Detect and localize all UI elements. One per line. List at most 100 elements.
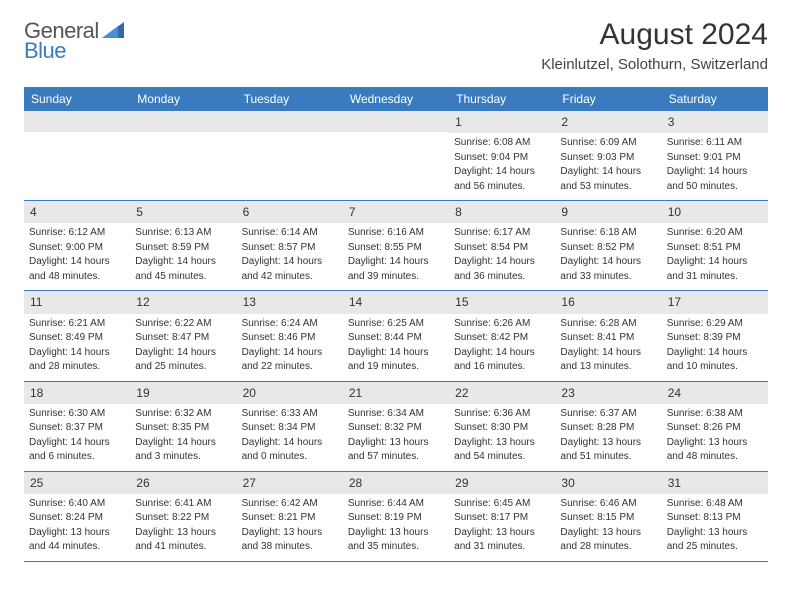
weekday-label: Friday (555, 87, 661, 111)
day-info-line: and 48 minutes. (667, 450, 763, 464)
day-info-line: Sunset: 8:13 PM (667, 511, 763, 525)
day-cell: 3Sunrise: 6:11 AMSunset: 9:01 PMDaylight… (662, 111, 768, 200)
day-number: 23 (555, 382, 661, 404)
day-info-line: Sunrise: 6:28 AM (560, 317, 656, 331)
day-info-line: Sunrise: 6:33 AM (242, 407, 338, 421)
day-cell: 13Sunrise: 6:24 AMSunset: 8:46 PMDayligh… (237, 291, 343, 380)
day-number: 25 (24, 472, 130, 494)
weekday-label: Thursday (449, 87, 555, 111)
day-info-line: and 36 minutes. (454, 270, 550, 284)
day-info-line: Sunset: 8:46 PM (242, 331, 338, 345)
day-info-line: Sunset: 8:35 PM (135, 421, 231, 435)
day-info-line: and 16 minutes. (454, 360, 550, 374)
day-number: 7 (343, 201, 449, 223)
day-info-line: and 28 minutes. (560, 540, 656, 554)
day-info-line: and 44 minutes. (29, 540, 125, 554)
day-number: 15 (449, 291, 555, 313)
day-cell: 22Sunrise: 6:36 AMSunset: 8:30 PMDayligh… (449, 382, 555, 471)
day-info-line: Sunset: 8:17 PM (454, 511, 550, 525)
day-info-line: Sunset: 8:44 PM (348, 331, 444, 345)
day-info-line: Sunset: 8:51 PM (667, 241, 763, 255)
day-info-line: Daylight: 14 hours (454, 346, 550, 360)
day-info-line: and 53 minutes. (560, 180, 656, 194)
day-info-line: and 48 minutes. (29, 270, 125, 284)
day-number: 13 (237, 291, 343, 313)
day-number: 22 (449, 382, 555, 404)
day-info-line: and 25 minutes. (135, 360, 231, 374)
day-number: 3 (662, 111, 768, 133)
day-info-line: Sunrise: 6:42 AM (242, 497, 338, 511)
day-info-line: Daylight: 14 hours (560, 255, 656, 269)
day-info-line: Daylight: 13 hours (348, 526, 444, 540)
day-number: 2 (555, 111, 661, 133)
day-cell: 30Sunrise: 6:46 AMSunset: 8:15 PMDayligh… (555, 472, 661, 561)
day-info-line: and 57 minutes. (348, 450, 444, 464)
day-info-line: Sunset: 8:22 PM (135, 511, 231, 525)
day-cell: 23Sunrise: 6:37 AMSunset: 8:28 PMDayligh… (555, 382, 661, 471)
week-row: 1Sunrise: 6:08 AMSunset: 9:04 PMDaylight… (24, 111, 768, 201)
day-cell: 21Sunrise: 6:34 AMSunset: 8:32 PMDayligh… (343, 382, 449, 471)
day-info-line: and 28 minutes. (29, 360, 125, 374)
day-info-line: Sunrise: 6:44 AM (348, 497, 444, 511)
week-row: 4Sunrise: 6:12 AMSunset: 9:00 PMDaylight… (24, 201, 768, 291)
day-info-line: and 56 minutes. (454, 180, 550, 194)
day-number: 20 (237, 382, 343, 404)
day-info-line: Sunrise: 6:30 AM (29, 407, 125, 421)
logo-triangle-icon (102, 22, 124, 43)
day-info-line: Sunset: 8:39 PM (667, 331, 763, 345)
day-info-line: Daylight: 14 hours (29, 346, 125, 360)
day-info-line: and 10 minutes. (667, 360, 763, 374)
day-info-line: Sunrise: 6:20 AM (667, 226, 763, 240)
day-info-line: Sunrise: 6:11 AM (667, 136, 763, 150)
day-number: 17 (662, 291, 768, 313)
day-number: 10 (662, 201, 768, 223)
day-cell: 19Sunrise: 6:32 AMSunset: 8:35 PMDayligh… (130, 382, 236, 471)
day-number: 8 (449, 201, 555, 223)
day-cell: 9Sunrise: 6:18 AMSunset: 8:52 PMDaylight… (555, 201, 661, 290)
day-info-line: Sunrise: 6:25 AM (348, 317, 444, 331)
day-info-line: Sunrise: 6:26 AM (454, 317, 550, 331)
day-info-line: Sunrise: 6:22 AM (135, 317, 231, 331)
day-info-line: Sunset: 8:57 PM (242, 241, 338, 255)
calendar: SundayMondayTuesdayWednesdayThursdayFrid… (24, 87, 768, 562)
day-cell: 11Sunrise: 6:21 AMSunset: 8:49 PMDayligh… (24, 291, 130, 380)
day-info-line: Daylight: 13 hours (667, 436, 763, 450)
day-info-line: Sunset: 8:37 PM (29, 421, 125, 435)
day-number: 1 (449, 111, 555, 133)
day-info-line: and 54 minutes. (454, 450, 550, 464)
day-number: 14 (343, 291, 449, 313)
day-info-line: Sunset: 8:21 PM (242, 511, 338, 525)
day-info-line: Daylight: 14 hours (242, 436, 338, 450)
day-info-line: Daylight: 13 hours (560, 436, 656, 450)
day-info-line: Sunset: 8:26 PM (667, 421, 763, 435)
day-cell (24, 111, 130, 200)
day-cell (237, 111, 343, 200)
day-number: 5 (130, 201, 236, 223)
day-cell: 16Sunrise: 6:28 AMSunset: 8:41 PMDayligh… (555, 291, 661, 380)
day-info-line: Daylight: 13 hours (454, 436, 550, 450)
calendar-body: 1Sunrise: 6:08 AMSunset: 9:04 PMDaylight… (24, 111, 768, 562)
day-info-line: Sunrise: 6:08 AM (454, 136, 550, 150)
day-cell: 14Sunrise: 6:25 AMSunset: 8:44 PMDayligh… (343, 291, 449, 380)
day-number: 6 (237, 201, 343, 223)
day-number: 24 (662, 382, 768, 404)
logo: General Blue (24, 18, 124, 64)
month-title: August 2024 (541, 18, 768, 52)
title-block: August 2024 Kleinlutzel, Solothurn, Swit… (541, 18, 768, 73)
day-info-line: and 35 minutes. (348, 540, 444, 554)
weekday-label: Wednesday (343, 87, 449, 111)
weekday-label: Saturday (662, 87, 768, 111)
day-info-line: and 6 minutes. (29, 450, 125, 464)
day-cell: 8Sunrise: 6:17 AMSunset: 8:54 PMDaylight… (449, 201, 555, 290)
day-info-line: Sunrise: 6:36 AM (454, 407, 550, 421)
day-cell: 6Sunrise: 6:14 AMSunset: 8:57 PMDaylight… (237, 201, 343, 290)
day-info-line: Sunset: 8:24 PM (29, 511, 125, 525)
day-cell: 1Sunrise: 6:08 AMSunset: 9:04 PMDaylight… (449, 111, 555, 200)
day-cell: 4Sunrise: 6:12 AMSunset: 9:00 PMDaylight… (24, 201, 130, 290)
day-info-line: Sunset: 8:49 PM (29, 331, 125, 345)
day-info-line: Sunrise: 6:32 AM (135, 407, 231, 421)
day-number: 29 (449, 472, 555, 494)
week-row: 25Sunrise: 6:40 AMSunset: 8:24 PMDayligh… (24, 472, 768, 562)
day-info-line: and 13 minutes. (560, 360, 656, 374)
day-info-line: Sunset: 8:34 PM (242, 421, 338, 435)
